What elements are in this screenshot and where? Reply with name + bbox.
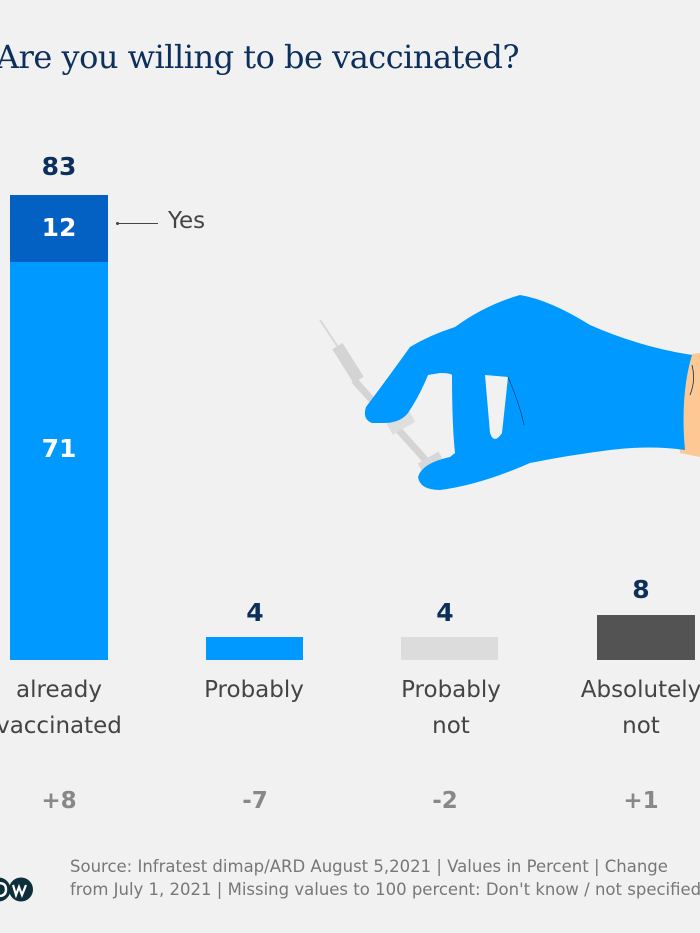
segment-value-already-vaccinated: 71 bbox=[41, 434, 77, 463]
source-line-2: from July 1, 2021 | Missing values to 10… bbox=[70, 880, 700, 899]
dw-logo-icon bbox=[0, 877, 33, 902]
category-label-absolutely-not: Absolutely not bbox=[546, 672, 700, 744]
category-label-probably-not: Probably not bbox=[356, 672, 546, 744]
category-label-line1: Probably bbox=[401, 677, 501, 703]
bar-segment-already-vaccinated: 71 bbox=[10, 262, 108, 660]
source-line-1: Source: Infratest dimap/ARD August 5,202… bbox=[70, 857, 668, 876]
gloved-hand-syringe-illustration bbox=[319, 295, 700, 490]
bar-total-already-vaccinated: 83 bbox=[41, 152, 77, 181]
yes-pointer-dot bbox=[116, 222, 119, 225]
category-label-line2: not bbox=[432, 713, 470, 739]
chart-title: Are you willing to be vaccinated? bbox=[0, 38, 519, 76]
bar-segment-yes: 12 bbox=[10, 195, 108, 262]
change-value-absolutely-not: +1 bbox=[623, 788, 659, 814]
change-value-already-vaccinated: +8 bbox=[41, 788, 77, 814]
category-label-line1: Absolutely bbox=[580, 677, 700, 703]
category-label-line2: not bbox=[622, 713, 660, 739]
change-value-probably: -7 bbox=[242, 788, 268, 814]
category-label-line1: Probably bbox=[204, 677, 304, 703]
change-value-probably-not: -2 bbox=[432, 788, 458, 814]
bar-total-probably-not: 4 bbox=[436, 598, 454, 627]
bar-total-probably: 4 bbox=[246, 598, 264, 627]
bar-total-absolutely-not: 8 bbox=[632, 575, 650, 604]
bar-absolutely-not bbox=[597, 615, 695, 660]
legend-yes-label: Yes bbox=[168, 208, 206, 234]
category-label-already-vaccinated: already vaccinated bbox=[0, 672, 154, 744]
category-label-line2: vaccinated bbox=[0, 713, 122, 739]
segment-value-yes: 12 bbox=[41, 213, 77, 242]
source-note: Source: Infratest dimap/ARD August 5,202… bbox=[70, 855, 700, 901]
category-label-probably: Probably bbox=[159, 672, 349, 708]
bar-probably-not bbox=[401, 637, 498, 660]
bar-probably bbox=[206, 637, 303, 660]
blue-glove-icon bbox=[364, 295, 692, 490]
category-label-line1: already bbox=[16, 677, 102, 703]
yes-pointer-line bbox=[118, 223, 158, 224]
